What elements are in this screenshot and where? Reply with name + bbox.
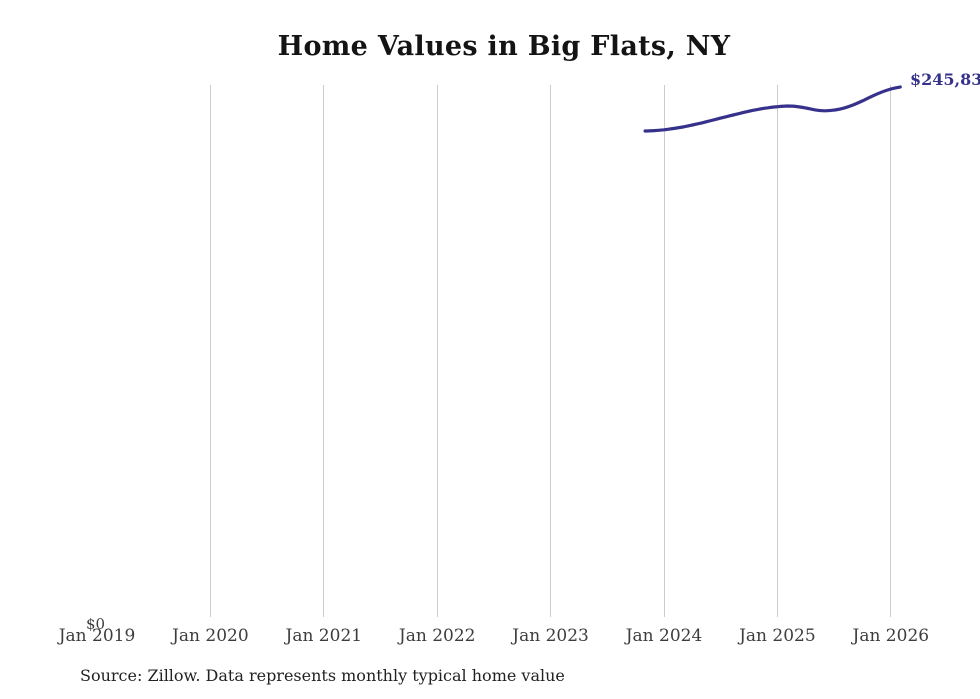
x-tick-label: Jan 2025 [739, 626, 816, 646]
x-tick-label: Jan 2021 [285, 626, 363, 646]
x-tick-label: Jan 2022 [398, 626, 476, 646]
y-axis-zero-label: $0 [86, 615, 106, 633]
x-tick-label: Jan 2023 [512, 626, 589, 646]
gridline [663, 85, 665, 617]
gridline [323, 85, 325, 617]
gridline [550, 85, 552, 617]
home-values-line [643, 85, 902, 133]
gridline [209, 85, 211, 617]
chart-title: Home Values in Big Flats, NY [277, 31, 731, 62]
gridline [436, 85, 438, 617]
x-tick-label: Jan 2026 [852, 626, 930, 646]
source-note: Source: Zillow. Data represents monthly … [80, 666, 565, 685]
x-tick-label: Jan 2020 [172, 626, 249, 646]
gridline [890, 85, 892, 617]
x-tick-label: Jan 2019 [58, 626, 136, 646]
latest-value-label: $245,831 [910, 70, 980, 89]
gridline [776, 85, 778, 617]
x-tick-label: Jan 2024 [625, 626, 703, 646]
